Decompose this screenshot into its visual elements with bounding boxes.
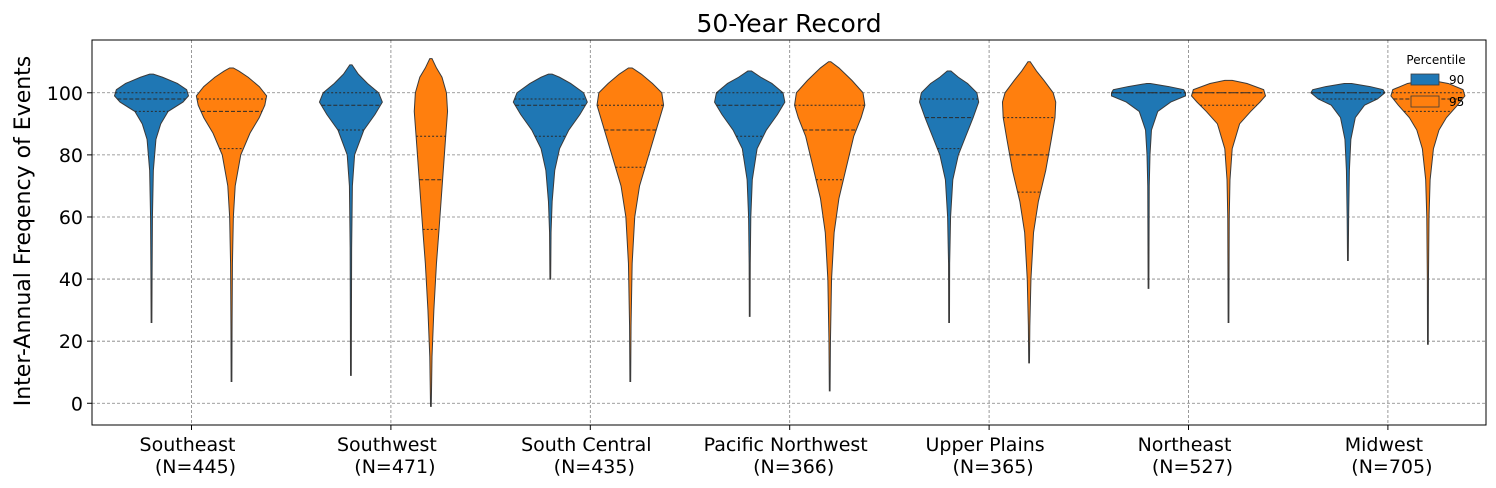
violin-body	[1190, 79, 1267, 324]
plot-frame	[91, 39, 1487, 426]
legend-swatch-95	[1410, 95, 1440, 108]
violin-body	[794, 61, 866, 392]
x-tick-sublabel: (N=527)	[1152, 456, 1233, 478]
violin-body	[318, 64, 383, 376]
x-tick-label: Midwest	[1345, 434, 1423, 456]
x-tick-label: Upper Plains	[926, 434, 1045, 456]
violin-body	[918, 70, 980, 324]
legend-label-90: 90	[1449, 73, 1464, 87]
y-tick-label: 40	[59, 269, 83, 291]
x-tick-sublabel: (N=435)	[554, 456, 635, 478]
chart-title: 50-Year Record	[696, 9, 881, 38]
legend: Percentile 90 95	[1406, 53, 1465, 109]
x-tick-sublabel: (N=445)	[155, 456, 236, 478]
violin-body	[714, 70, 786, 317]
x-tick-sublabel: (N=366)	[753, 456, 834, 478]
legend-label-95: 95	[1449, 95, 1464, 109]
y-tick-label: 80	[59, 145, 83, 167]
y-axis-label: Inter-Annual Freqency of Events	[11, 56, 36, 407]
x-axis-ticks: Southeast(N=445) Southwest(N=471) South Ce…	[140, 425, 1433, 478]
violin-body	[1111, 82, 1186, 289]
violin-body	[512, 73, 588, 280]
x-tick-sublabel: (N=705)	[1351, 456, 1432, 478]
y-tick-label: 60	[59, 207, 83, 229]
violin-body	[1390, 79, 1466, 345]
violin-body	[413, 58, 449, 407]
violin-body	[1001, 61, 1057, 364]
x-tick-label: Pacific Northwest	[704, 434, 868, 456]
x-tick-label: South Central	[521, 434, 651, 456]
violin-body	[1310, 82, 1386, 261]
legend-title: Percentile	[1406, 53, 1465, 67]
violin-body	[195, 67, 268, 383]
x-tick-label: Southeast	[140, 434, 236, 456]
y-tick-label: 20	[59, 331, 83, 353]
y-tick-label: 100	[47, 83, 83, 105]
x-tick-sublabel: (N=471)	[354, 456, 435, 478]
violin-body	[596, 67, 665, 383]
y-tick-label: 0	[71, 393, 83, 415]
grid-lines	[92, 40, 1486, 425]
y-axis-ticks: 0 20 40 60 80 100	[47, 83, 92, 415]
x-tick-sublabel: (N=365)	[952, 456, 1033, 478]
x-tick-label: Northeast	[1138, 434, 1232, 456]
x-tick-label: Southwest	[337, 434, 437, 456]
violin-body	[113, 73, 190, 324]
legend-swatch-90	[1410, 73, 1440, 86]
violins	[113, 58, 1466, 407]
